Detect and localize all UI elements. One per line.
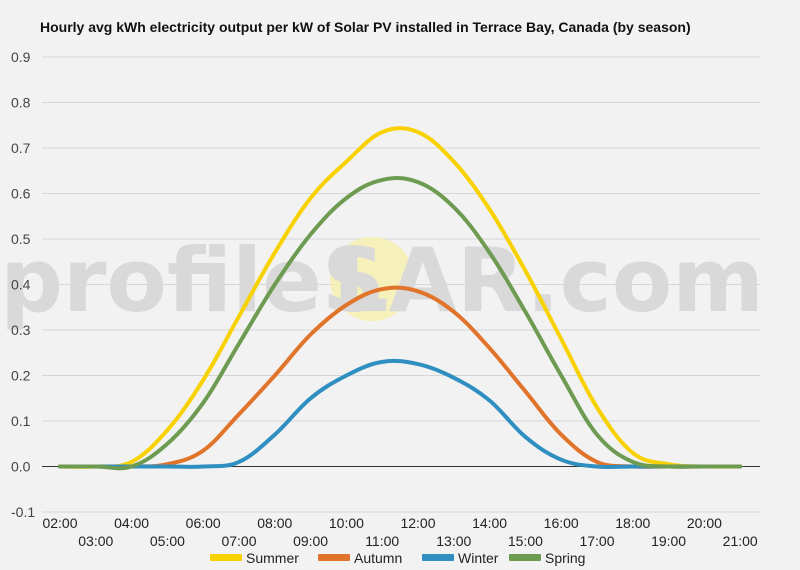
x-tick-label: 08:00 bbox=[257, 515, 292, 531]
y-tick-label: 0.1 bbox=[11, 413, 31, 429]
legend-swatch-spring bbox=[509, 554, 541, 561]
x-tick-label: 07:00 bbox=[221, 533, 256, 549]
y-tick-label: 0.3 bbox=[11, 322, 31, 338]
legend-label-winter: Winter bbox=[458, 550, 499, 566]
x-tick-label: 21:00 bbox=[723, 533, 758, 549]
y-tick-label: 0.0 bbox=[11, 459, 31, 475]
series-lines bbox=[58, 126, 743, 471]
series-line-winter bbox=[58, 358, 743, 470]
x-tick-label: 13:00 bbox=[436, 533, 471, 549]
x-tick-label: 20:00 bbox=[687, 515, 722, 531]
chart-title: Hourly avg kWh electricity output per kW… bbox=[40, 19, 691, 35]
legend-swatch-autumn bbox=[318, 554, 350, 561]
y-tick-label: 0.4 bbox=[11, 277, 31, 293]
legend-label-summer: Summer bbox=[246, 550, 299, 566]
x-tick-label: 02:00 bbox=[42, 515, 77, 531]
x-tick-label: 14:00 bbox=[472, 515, 507, 531]
x-tick-label: 09:00 bbox=[293, 533, 328, 549]
x-tick-label: 15:00 bbox=[508, 533, 543, 549]
y-tick-label: 0.6 bbox=[11, 186, 31, 202]
y-tick-label: 0.9 bbox=[11, 49, 31, 65]
series-line-summer bbox=[58, 126, 743, 469]
legend-label-spring: Spring bbox=[545, 550, 585, 566]
y-tick-label: 0.5 bbox=[11, 231, 31, 247]
x-tick-label: 17:00 bbox=[579, 533, 614, 549]
series-line-spring bbox=[58, 176, 743, 471]
x-tick-label: 10:00 bbox=[329, 515, 364, 531]
y-tick-label: -0.1 bbox=[11, 504, 35, 520]
y-tick-label: 0.2 bbox=[11, 368, 31, 384]
x-tick-label: 12:00 bbox=[400, 515, 435, 531]
x-tick-label: 04:00 bbox=[114, 515, 149, 531]
x-tick-label: 18:00 bbox=[615, 515, 650, 531]
x-tick-label: 03:00 bbox=[78, 533, 113, 549]
y-tick-label: 0.8 bbox=[11, 95, 31, 111]
x-tick-label: 16:00 bbox=[544, 515, 579, 531]
x-tick-label: 06:00 bbox=[186, 515, 221, 531]
legend: Summer Autumn Winter Spring bbox=[210, 550, 585, 566]
y-tick-label: 0.7 bbox=[11, 140, 31, 156]
x-tick-label: 05:00 bbox=[150, 533, 185, 549]
legend-swatch-summer bbox=[210, 554, 242, 561]
watermark: profileS LAR.com bbox=[0, 229, 764, 332]
legend-swatch-winter bbox=[422, 554, 454, 561]
x-tick-label: 11:00 bbox=[365, 533, 399, 549]
watermark-text-left: profileS bbox=[0, 229, 385, 332]
legend-label-autumn: Autumn bbox=[354, 550, 402, 566]
x-tick-label: 19:00 bbox=[651, 533, 686, 549]
